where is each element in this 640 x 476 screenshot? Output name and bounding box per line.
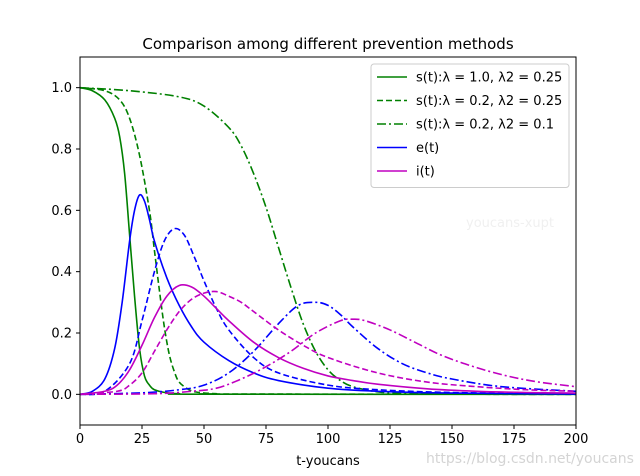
legend-entry-label: s(t):λ = 0.2, λ2 = 0.1 [416,118,554,133]
legend-entry-label: i(t) [416,165,435,180]
series-line-0 [79,86,577,396]
y-tick-label: 1.0 [51,81,72,96]
watermark-inner: youcans-xupt [466,216,554,231]
watermark-corner: https://blog.csdn.net/youcans [426,451,634,467]
x-tick-label: 25 [134,432,151,447]
series-line-3 [79,193,577,396]
x-tick-label: 125 [378,432,403,447]
y-tick-label: 0.8 [51,143,72,158]
legend-entry-label: s(t):λ = 0.2, λ2 = 0.25 [416,94,562,109]
legend-box [370,63,570,188]
x-tick-label: 75 [258,432,275,447]
x-tick-label: 50 [196,432,213,447]
series-line-6 [79,284,577,396]
x-tick-label: 100 [316,432,341,447]
y-ticks: 0.0 0.2 0.4 0.6 0.8 1.0 [51,81,80,403]
series-line-5 [79,301,577,396]
x-tick-label: 0 [76,432,84,447]
y-tick-label: 0.4 [51,265,72,280]
x-tick-label: 150 [440,432,465,447]
x-ticks: 0 25 50 75 100 125 150 175 200 [76,425,589,447]
legend: s(t):λ = 1.0, λ2 = 0.25 s(t):λ = 0.2, λ2 … [370,63,570,188]
x-axis-label: t-youcans [296,454,360,469]
chart-title: Comparison among different prevention me… [142,35,513,53]
series-line-2 [79,86,577,396]
legend-entry-label: s(t):λ = 1.0, λ2 = 0.25 [416,71,562,86]
series-lines [79,86,577,396]
series-line-4 [79,227,577,396]
y-tick-label: 0.6 [51,204,72,219]
x-tick-label: 200 [564,432,589,447]
x-tick-label: 175 [502,432,527,447]
series-line-7 [79,290,577,396]
y-tick-label: 0.2 [51,327,72,342]
y-tick-label: 0.0 [51,388,72,403]
series-line-1 [79,86,577,396]
legend-entry-label: e(t) [416,141,439,156]
series-line-8 [79,318,577,396]
